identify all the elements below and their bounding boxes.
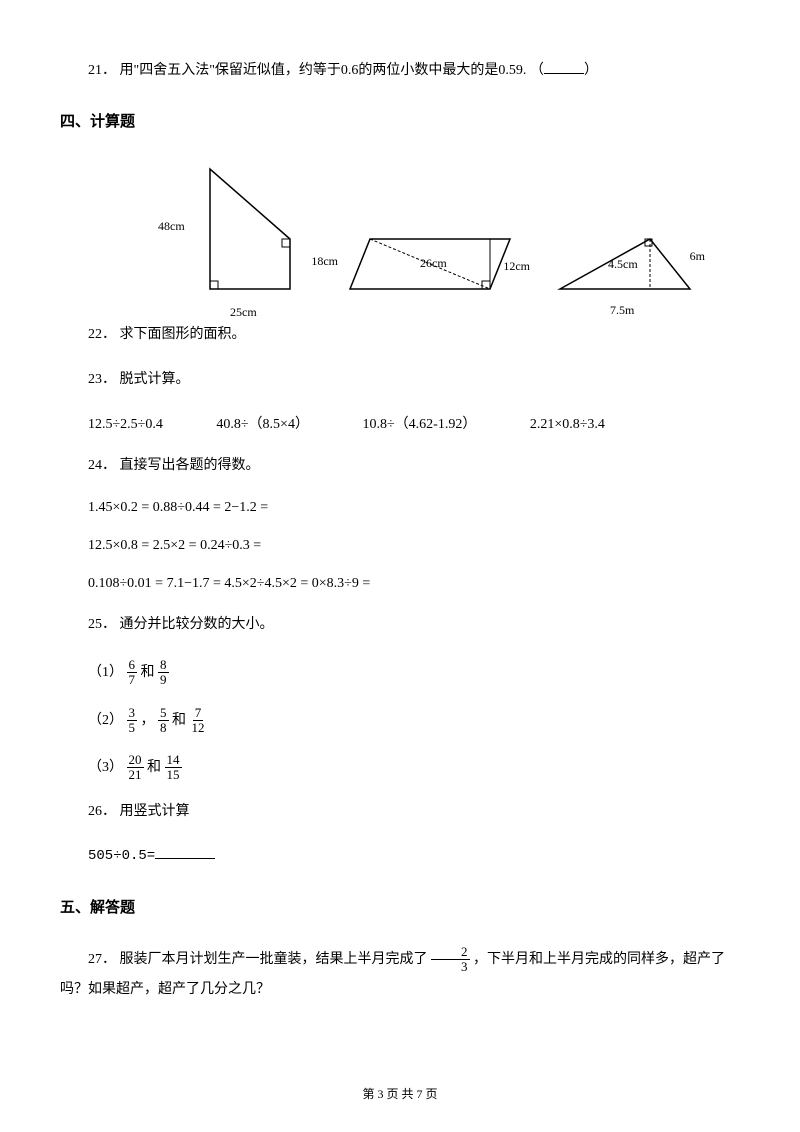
question-24: 24． 直接写出各题的得数。 bbox=[60, 455, 730, 477]
section-4-title: 四、计算题 bbox=[60, 110, 730, 131]
page-footer: 第 3 页 共 7 页 bbox=[0, 1085, 800, 1102]
q25-3-label: （3） bbox=[88, 760, 123, 775]
fig3-h: 4.5cm bbox=[608, 257, 638, 272]
q25-num: 25． bbox=[88, 617, 116, 632]
q23-num: 23． bbox=[88, 372, 116, 387]
q22-text: 求下面图形的面积。 bbox=[120, 327, 246, 342]
q25-2-mid: 和 bbox=[172, 713, 186, 728]
trapezoid-icon bbox=[190, 159, 310, 299]
question-26: 26． 用竖式计算 bbox=[60, 801, 730, 823]
fig1-base: 25cm bbox=[230, 305, 257, 320]
question-21: 21． 用"四舍五入法"保留近似值，约等于0.6的两位小数中最大的是0.59. … bbox=[60, 60, 730, 82]
q25-sub2: （2） 35 ， 58 和 712 bbox=[60, 706, 730, 736]
q23-d: 2.21×0.8÷3.4 bbox=[530, 417, 605, 433]
frac-8-9: 89 bbox=[158, 658, 169, 688]
q26-text: 用竖式计算 bbox=[120, 804, 190, 819]
frac-7-12: 712 bbox=[190, 706, 207, 736]
figures-container: 48cm 18cm 25cm 26cm 12cm 4.5cm 6m 7.5m bbox=[160, 159, 730, 304]
q23-items: 12.5÷2.5÷0.4 40.8÷（8.5×4） 10.8÷（4.62-1.9… bbox=[60, 413, 730, 433]
frac-20-21: 2021 bbox=[127, 753, 144, 783]
q27-text1: 服装厂本月计划生产一批童装，结果上半月完成了 bbox=[120, 952, 428, 967]
q26-item: 505÷0.5= bbox=[60, 845, 730, 867]
fig1-h: 48cm bbox=[158, 219, 185, 234]
q24-line1: 1.45×0.2 = 0.88÷0.44 = 2−1.2 = bbox=[60, 500, 730, 516]
frac-6-7: 67 bbox=[127, 658, 138, 688]
q24-text: 直接写出各题的得数。 bbox=[120, 458, 260, 473]
q21-text: 用"四舍五入法"保留近似值，约等于0.6的两位小数中最大的是0.59. （ bbox=[120, 63, 544, 78]
frac-2-3: 23 bbox=[431, 945, 470, 975]
q22-num: 22． bbox=[88, 327, 116, 342]
frac-5-8: 58 bbox=[158, 706, 169, 736]
section-5-title: 五、解答题 bbox=[60, 896, 730, 917]
q25-2-label: （2） bbox=[88, 713, 123, 728]
figure-2: 26cm 12cm bbox=[340, 229, 520, 304]
question-23: 23． 脱式计算。 bbox=[60, 369, 730, 391]
fig1-side: 18cm bbox=[311, 254, 338, 269]
frac-3-5: 35 bbox=[127, 706, 138, 736]
question-22: 22． 求下面图形的面积。 bbox=[60, 324, 730, 346]
frac-14-15: 1415 bbox=[165, 753, 182, 783]
q26-blank bbox=[155, 845, 215, 859]
q25-2-sep1: ， bbox=[141, 713, 155, 728]
q24-line2: 12.5×0.8 = 2.5×2 = 0.24÷0.3 = bbox=[60, 538, 730, 554]
question-25: 25． 通分并比较分数的大小。 bbox=[60, 614, 730, 636]
q23-b: 40.8÷（8.5×4） bbox=[216, 413, 309, 433]
q24-line3: 0.108÷0.01 = 7.1−1.7 = 4.5×2÷4.5×2 = 0×8… bbox=[60, 576, 730, 592]
q26-expr: 505÷0.5= bbox=[88, 848, 155, 864]
figure-1: 48cm 18cm 25cm bbox=[190, 159, 310, 304]
figure-3: 4.5cm 6m 7.5m bbox=[550, 229, 700, 304]
q26-num: 26． bbox=[88, 804, 116, 819]
q25-sub3: （3） 2021 和 1415 bbox=[60, 753, 730, 783]
q25-3-mid: 和 bbox=[147, 760, 161, 775]
q23-c: 10.8÷（4.62-1.92） bbox=[362, 413, 476, 433]
q25-1-label: （1） bbox=[88, 665, 123, 680]
fig3-side: 6m bbox=[690, 249, 705, 264]
q23-text: 脱式计算。 bbox=[120, 372, 190, 387]
q25-1-mid: 和 bbox=[141, 665, 155, 680]
q25-sub1: （1） 67 和 89 bbox=[60, 658, 730, 688]
q21-num: 21． bbox=[88, 63, 116, 78]
question-27: 27． 服装厂本月计划生产一批童装，结果上半月完成了 23 ，下半月和上半月完成… bbox=[60, 945, 730, 1007]
q27-num: 27． bbox=[88, 952, 116, 967]
fig2-diag: 26cm bbox=[420, 256, 447, 271]
q23-a: 12.5÷2.5÷0.4 bbox=[88, 417, 163, 433]
q24-num: 24． bbox=[88, 458, 116, 473]
q25-text: 通分并比较分数的大小。 bbox=[120, 617, 274, 632]
q21-blank bbox=[544, 60, 584, 74]
fig2-h: 12cm bbox=[503, 259, 530, 274]
q21-end: ） bbox=[584, 63, 598, 78]
fig3-base: 7.5m bbox=[610, 303, 634, 318]
